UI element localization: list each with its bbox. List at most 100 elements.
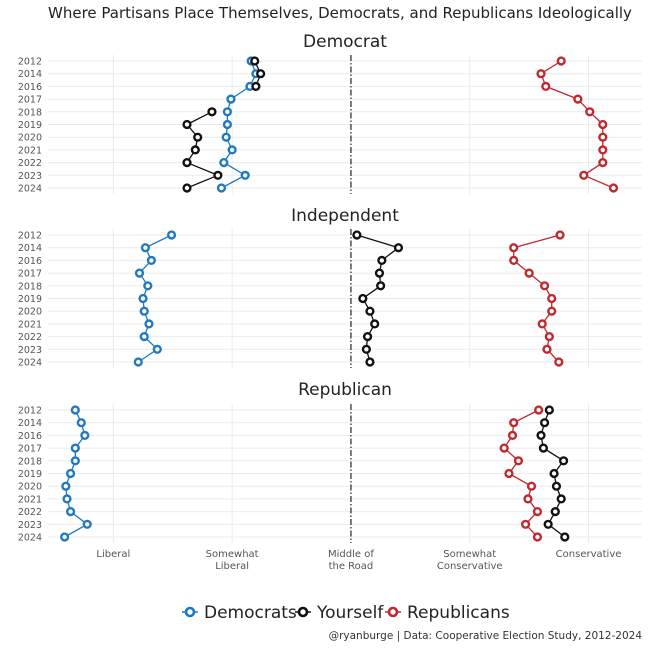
y-tick-label: 2021 xyxy=(18,494,42,505)
data-point xyxy=(139,332,149,342)
data-point xyxy=(352,230,362,240)
data-point xyxy=(598,158,608,168)
y-tick-label: 2023 xyxy=(18,520,42,531)
data-point xyxy=(152,344,162,354)
facet-title: Democrat xyxy=(303,32,387,52)
data-point xyxy=(213,170,223,180)
y-tick-label: 2023 xyxy=(18,345,42,356)
data-point xyxy=(544,332,554,342)
data-point xyxy=(133,357,143,367)
data-point xyxy=(549,468,559,479)
data-point xyxy=(182,119,192,130)
data-point xyxy=(138,293,148,304)
series-yourself xyxy=(536,405,570,542)
data-point xyxy=(509,243,519,253)
data-point xyxy=(555,230,565,240)
data-point xyxy=(579,170,589,180)
data-point xyxy=(361,344,371,354)
data-point xyxy=(222,107,232,117)
data-point xyxy=(539,281,550,291)
y-tick-label: 2019 xyxy=(18,120,42,131)
data-point xyxy=(543,519,553,529)
data-point xyxy=(539,418,550,428)
data-point xyxy=(134,268,145,278)
legend-key-marker xyxy=(297,606,309,618)
y-tick-label: 2024 xyxy=(18,358,42,369)
data-point xyxy=(376,281,386,291)
data-point xyxy=(140,243,151,253)
data-point xyxy=(182,158,192,168)
data-point xyxy=(585,107,595,117)
facets: Democrat20122014201620172018201920202021… xyxy=(18,32,642,544)
data-point xyxy=(513,456,524,466)
data-point xyxy=(144,319,154,329)
series-yourself xyxy=(352,230,404,367)
data-point xyxy=(222,119,232,130)
data-point xyxy=(61,481,71,491)
y-tick-label: 2016 xyxy=(18,82,42,93)
data-point xyxy=(227,145,237,155)
data-point xyxy=(80,430,90,441)
y-tick-label: 2017 xyxy=(18,444,42,455)
data-point xyxy=(166,230,177,240)
data-point xyxy=(556,56,566,66)
series-democrats xyxy=(133,230,177,367)
data-point xyxy=(524,268,534,278)
y-tick-label: 2017 xyxy=(18,95,42,106)
chart-caption: @ryanburge | Data: Cooperative Election … xyxy=(329,630,643,642)
data-point xyxy=(70,443,80,453)
y-tick-label: 2024 xyxy=(18,533,42,544)
legend-item-republicans: Republicans xyxy=(385,603,510,623)
y-tick-label: 2022 xyxy=(18,158,42,169)
data-point xyxy=(536,430,546,441)
data-point xyxy=(509,255,519,266)
data-point xyxy=(532,507,543,517)
data-point xyxy=(526,481,537,491)
data-point xyxy=(370,319,380,329)
data-point xyxy=(226,94,236,104)
data-point xyxy=(558,456,569,466)
data-point xyxy=(221,132,231,142)
legend-key-marker xyxy=(184,606,196,618)
y-tick-label: 2018 xyxy=(18,107,42,118)
y-tick-label: 2019 xyxy=(18,294,42,305)
data-point xyxy=(374,268,385,278)
y-tick-label: 2017 xyxy=(18,269,42,280)
x-axis: Liberal Somewhat Liberal Middle of the Road S… xyxy=(96,549,621,572)
y-tick-label: 2024 xyxy=(18,184,42,195)
y-tick-label: 2022 xyxy=(18,332,42,343)
data-point xyxy=(550,507,560,517)
data-point xyxy=(560,532,570,542)
data-point xyxy=(547,293,557,304)
series-republicans xyxy=(509,230,565,367)
data-point xyxy=(143,281,153,291)
data-point xyxy=(573,94,583,104)
x-tick-label: Liberal xyxy=(96,549,130,560)
legend-item-yourself: Yourself xyxy=(295,603,384,623)
data-point xyxy=(504,468,514,479)
data-point xyxy=(538,443,548,453)
legend-item-democrats: Democrats xyxy=(182,603,297,623)
data-point xyxy=(520,519,531,529)
y-tick-label: 2023 xyxy=(18,171,42,182)
chart-title: Where Partisans Place Themselves, Democr… xyxy=(48,4,632,22)
y-tick-label: 2014 xyxy=(18,243,42,254)
y-tick-label: 2012 xyxy=(18,231,42,242)
x-tick-label: Middle of the Road xyxy=(328,549,374,572)
data-point xyxy=(534,405,544,415)
data-point xyxy=(62,494,72,504)
y-tick-label: 2019 xyxy=(18,469,42,480)
y-tick-label: 2020 xyxy=(18,307,42,318)
data-point xyxy=(193,132,203,142)
series-yourself xyxy=(182,56,266,193)
facet-title: Republican xyxy=(298,380,392,400)
y-tick-label: 2018 xyxy=(18,281,42,292)
data-point xyxy=(256,69,266,79)
data-point xyxy=(532,532,543,542)
data-point xyxy=(537,319,547,329)
data-point xyxy=(70,405,80,415)
data-point xyxy=(542,344,552,354)
data-point xyxy=(507,430,518,441)
